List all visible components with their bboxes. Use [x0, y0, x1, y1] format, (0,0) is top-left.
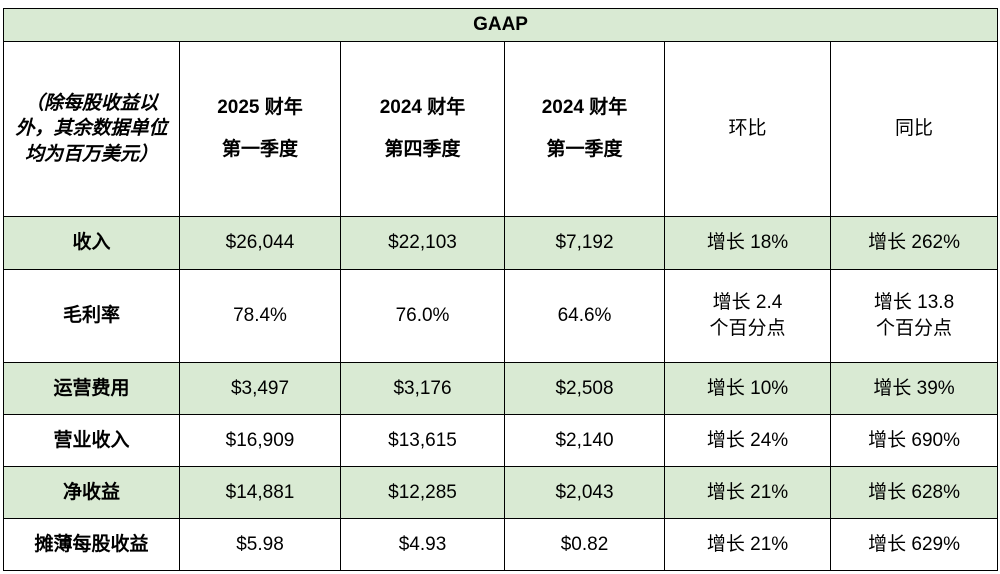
col-header-line: 第一季度: [221, 139, 298, 160]
col-header-fy2025-q1: 2025 财年 第一季度: [179, 41, 341, 217]
table-row-opex: 运营费用 $3,497 $3,176 $2,508 增长 10% 增长 39%: [3, 362, 999, 415]
col-header-line: 环比: [728, 118, 767, 140]
col-header-fy2024-q1: 2024 财年 第一季度: [504, 41, 665, 217]
title-row: GAAP: [2, 8, 999, 42]
table-cell: 78.4%: [179, 269, 341, 363]
gaap-table: GAAP （除每股收益以外，其余数据单位均为百万美元） 2025 财年 第一季度…: [2, 8, 999, 571]
col-header-line: 2024 财年: [541, 97, 628, 119]
table-cell: 增长 39%: [829, 362, 999, 415]
unit-note: （除每股收益以外，其余数据单位均为百万美元）: [3, 41, 180, 217]
table-cell: 增长 628%: [829, 466, 999, 519]
table-cell: $0.82: [504, 518, 665, 571]
row-label: 收入: [3, 216, 180, 270]
col-header-line: 2024 财年: [379, 97, 466, 119]
table-cell: $7,192: [504, 216, 665, 270]
table-cell: 增长 18%: [664, 216, 831, 270]
table-cell: $12,285: [340, 466, 505, 519]
row-label: 毛利率: [3, 269, 180, 363]
table-cell: $13,615: [340, 414, 505, 467]
table-row-gross-margin: 毛利率 78.4% 76.0% 64.6% 增长 2.4 个百分点 增长 13.…: [3, 269, 999, 363]
table-row-net-income: 净收益 $14,881 $12,285 $2,043 增长 21% 增长 628…: [3, 466, 999, 519]
table-row-revenue: 收入 $26,044 $22,103 $7,192 增长 18% 增长 262%: [3, 216, 999, 270]
row-label: 运营费用: [3, 362, 180, 415]
col-header-line: 第一季度: [546, 139, 623, 160]
table-cell: 增长 21%: [664, 466, 831, 519]
header-row: （除每股收益以外，其余数据单位均为百万美元） 2025 财年 第一季度 2024…: [3, 41, 999, 217]
table-row-diluted-eps: 摊薄每股收益 $5.98 $4.93 $0.82 增长 21% 增长 629%: [3, 518, 999, 571]
table-cell: $3,497: [179, 362, 341, 415]
table-cell: 增长 13.8 个百分点: [829, 269, 999, 363]
table-cell: $22,103: [340, 216, 505, 270]
table-cell: $4.93: [340, 518, 505, 571]
col-header-line: 同比: [895, 118, 934, 140]
table-row-operating-income: 营业收入 $16,909 $13,615 $2,140 增长 24% 增长 69…: [3, 414, 999, 467]
table-cell: 64.6%: [504, 269, 665, 363]
row-label: 摊薄每股收益: [3, 518, 180, 571]
table-cell: 增长 2.4 个百分点: [664, 269, 831, 363]
row-label: 营业收入: [3, 414, 180, 467]
table-cell: 增长 629%: [829, 518, 999, 571]
table-cell: 增长 690%: [829, 414, 999, 467]
table-cell: 增长 10%: [664, 362, 831, 415]
table-cell: 增长 262%: [829, 216, 999, 270]
col-header-line: 2025 财年: [217, 97, 303, 119]
table-title: GAAP: [2, 8, 999, 42]
table-cell: $26,044: [179, 216, 341, 270]
col-header-line: 第四季度: [384, 139, 461, 160]
table-cell: $2,508: [504, 362, 665, 415]
table-cell: 76.0%: [340, 269, 505, 363]
table-cell: 增长 21%: [664, 518, 831, 571]
table-cell: $14,881: [179, 466, 341, 519]
table-cell: $3,176: [340, 362, 505, 415]
col-header-fy2024-q4: 2024 财年 第四季度: [340, 41, 505, 217]
table-cell: $16,909: [179, 414, 341, 467]
table-cell: 增长 24%: [664, 414, 831, 467]
col-header-qoq: 环比: [664, 41, 831, 217]
col-header-yoy: 同比: [829, 41, 999, 217]
table-cell: $2,140: [504, 414, 665, 467]
row-label: 净收益: [3, 466, 180, 519]
table-cell: $5.98: [179, 518, 341, 571]
table-cell: $2,043: [504, 466, 665, 519]
